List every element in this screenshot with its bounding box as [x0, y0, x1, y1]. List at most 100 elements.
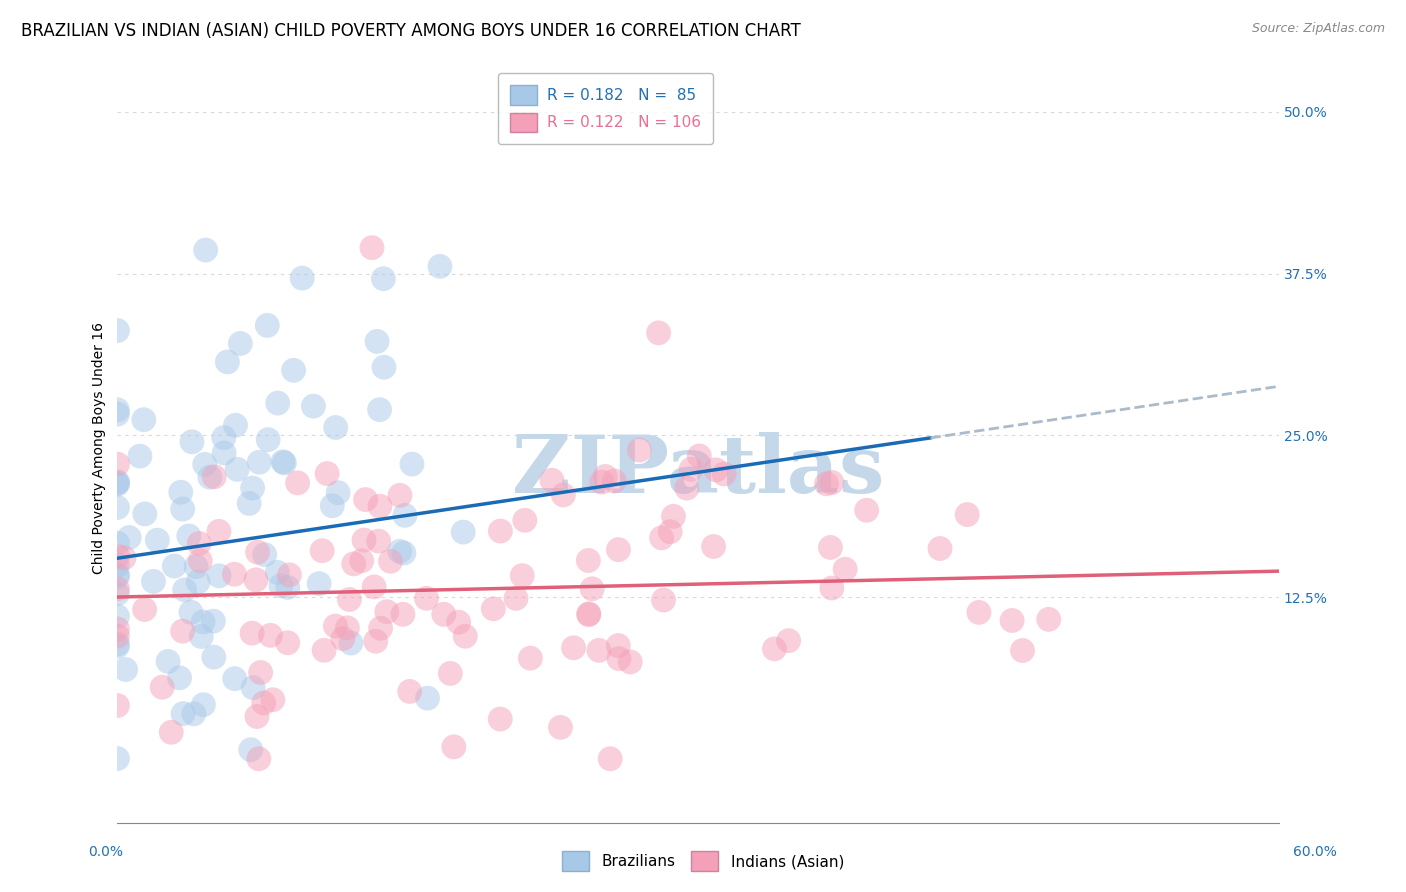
Point: [107, 407, 129, 421]
Point: [273, 456, 295, 470]
Point: [112, 551, 135, 566]
Point: [353, 533, 375, 547]
Point: [855, 503, 877, 517]
Point: [172, 502, 194, 516]
Point: [114, 663, 136, 677]
Point: [217, 355, 239, 369]
Point: [308, 576, 330, 591]
Point: [191, 615, 214, 629]
Point: [429, 260, 451, 274]
Point: [1001, 614, 1024, 628]
Point: [607, 639, 630, 653]
Text: ZIPatlas: ZIPatlas: [512, 432, 884, 509]
Point: [380, 554, 402, 568]
Point: [107, 558, 129, 573]
Point: [967, 606, 990, 620]
Point: [107, 457, 129, 471]
Point: [375, 605, 398, 619]
Point: [513, 513, 536, 527]
Point: [607, 542, 630, 557]
Legend: Brazilians, Indians (Asian): Brazilians, Indians (Asian): [555, 846, 851, 877]
Point: [451, 525, 474, 540]
Point: [350, 554, 373, 568]
Point: [415, 591, 437, 606]
Point: [224, 672, 246, 686]
Point: [271, 455, 294, 469]
Point: [277, 636, 299, 650]
Point: [1038, 612, 1060, 626]
Point: [224, 567, 246, 582]
Point: [681, 462, 703, 476]
Point: [190, 630, 212, 644]
Point: [394, 508, 416, 523]
Text: 0.0%: 0.0%: [89, 845, 122, 859]
Point: [253, 696, 276, 710]
Point: [283, 363, 305, 377]
Point: [703, 540, 725, 554]
Point: [339, 592, 361, 607]
Point: [591, 475, 613, 489]
Point: [398, 684, 420, 698]
Point: [242, 681, 264, 695]
Point: [688, 449, 710, 463]
Point: [160, 725, 183, 739]
Point: [628, 442, 651, 457]
Point: [368, 402, 391, 417]
Point: [519, 651, 541, 665]
Point: [146, 533, 169, 548]
Point: [821, 475, 844, 490]
Point: [247, 752, 270, 766]
Point: [815, 476, 838, 491]
Point: [226, 462, 249, 476]
Point: [172, 624, 194, 639]
Point: [439, 666, 461, 681]
Point: [505, 591, 527, 606]
Point: [202, 469, 225, 483]
Point: [194, 458, 217, 472]
Point: [550, 720, 572, 734]
Point: [242, 481, 264, 495]
Point: [107, 324, 129, 338]
Point: [266, 566, 288, 580]
Point: [177, 529, 200, 543]
Point: [249, 665, 271, 680]
Point: [107, 500, 129, 515]
Point: [107, 609, 129, 624]
Point: [763, 641, 786, 656]
Point: [370, 621, 392, 635]
Text: 60.0%: 60.0%: [1292, 845, 1337, 859]
Point: [277, 581, 299, 595]
Point: [267, 396, 290, 410]
Point: [401, 457, 423, 471]
Point: [659, 524, 682, 539]
Point: [181, 434, 204, 449]
Y-axis label: Child Poverty Among Boys Under 16: Child Poverty Among Boys Under 16: [93, 322, 107, 574]
Point: [150, 680, 173, 694]
Point: [107, 629, 129, 643]
Point: [157, 655, 180, 669]
Point: [607, 651, 630, 665]
Point: [599, 752, 621, 766]
Point: [482, 601, 505, 615]
Point: [240, 626, 263, 640]
Point: [183, 706, 205, 721]
Point: [834, 562, 856, 576]
Point: [107, 475, 129, 489]
Text: BRAZILIAN VS INDIAN (ASIAN) CHILD POVERTY AMONG BOYS UNDER 16 CORRELATION CHART: BRAZILIAN VS INDIAN (ASIAN) CHILD POVERT…: [21, 22, 801, 40]
Point: [619, 655, 641, 669]
Point: [332, 632, 354, 646]
Text: Source: ZipAtlas.com: Source: ZipAtlas.com: [1251, 22, 1385, 36]
Point: [107, 549, 129, 564]
Point: [713, 467, 735, 481]
Point: [595, 469, 617, 483]
Point: [173, 582, 195, 597]
Point: [392, 546, 415, 560]
Point: [368, 499, 391, 513]
Point: [576, 553, 599, 567]
Point: [184, 559, 207, 574]
Point: [180, 605, 202, 619]
Point: [238, 496, 260, 510]
Point: [588, 643, 610, 657]
Point: [311, 543, 333, 558]
Point: [373, 271, 395, 285]
